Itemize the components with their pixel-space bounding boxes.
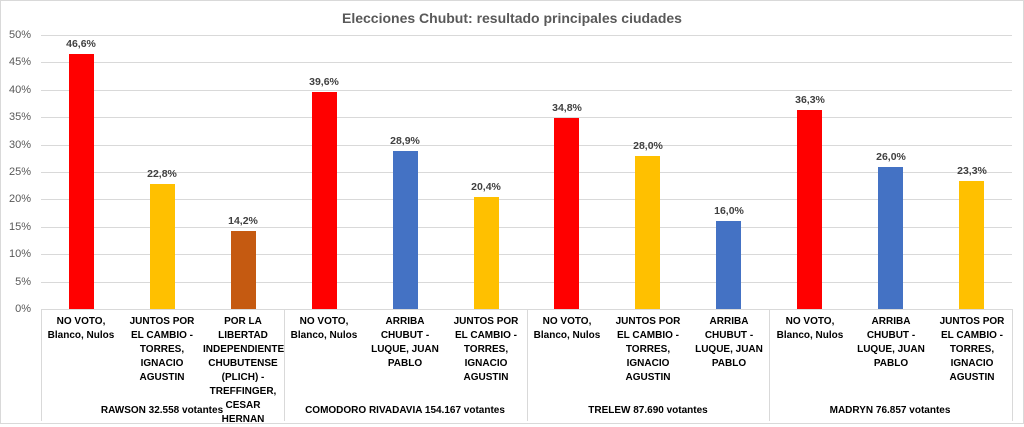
bar (69, 54, 94, 309)
chart-title: Elecciones Chubut: resultado principales… (342, 10, 682, 26)
gridline (41, 172, 1012, 173)
bar (393, 151, 418, 309)
group-divider (41, 309, 42, 421)
y-tick-label: 5% (15, 276, 31, 288)
gridline (41, 117, 1012, 118)
y-tick-label: 35% (8, 111, 31, 123)
gridline (41, 227, 1012, 228)
data-label: 46,6% (66, 38, 96, 50)
data-label: 20,4% (471, 181, 501, 193)
bar (150, 184, 175, 309)
y-tick-label: 40% (8, 84, 31, 96)
bar (231, 231, 256, 309)
gridline (41, 90, 1012, 91)
y-tick-label: 50% (8, 29, 31, 41)
y-tick-label: 25% (8, 166, 31, 178)
category-label: NO VOTO, Blanco, Nulos (776, 316, 844, 341)
data-label: 28,0% (633, 140, 663, 152)
group-label: MADRYN 76.857 votantes (829, 405, 951, 416)
category-label: JUNTOS POR EL CAMBIO - TORRES, IGNACIO A… (615, 316, 681, 383)
gridline (41, 145, 1012, 146)
group-divider (284, 309, 285, 421)
category-label: NO VOTO, Blanco, Nulos (290, 316, 358, 341)
bar (716, 221, 741, 309)
bar (878, 167, 903, 309)
gridline (41, 282, 1012, 283)
y-tick-label: 30% (8, 139, 31, 151)
category-label: ARRIBA CHUBUT - LUQUE, JUAN PABLO (371, 316, 439, 369)
gridline (41, 62, 1012, 63)
data-label: 34,8% (552, 102, 582, 114)
data-label: 22,8% (147, 168, 177, 180)
gridline (41, 35, 1012, 36)
bar (474, 197, 499, 309)
y-tick-label: 0% (15, 303, 31, 315)
y-tick-label: 15% (8, 221, 31, 233)
category-label: JUNTOS POR EL CAMBIO - TORRES, IGNACIO A… (453, 316, 519, 383)
group-divider (769, 309, 770, 421)
y-tick-label: 20% (8, 193, 31, 205)
data-label: 39,6% (309, 76, 339, 88)
data-label: 28,9% (390, 135, 420, 147)
bar (312, 92, 337, 309)
category-label: ARRIBA CHUBUT - LUQUE, JUAN PABLO (695, 316, 763, 369)
bar (635, 156, 660, 309)
category-label: JUNTOS POR EL CAMBIO - TORRES, IGNACIO A… (129, 316, 195, 383)
data-label: 23,3% (957, 165, 987, 177)
group-label: RAWSON 32.558 votantes (100, 405, 224, 416)
y-tick-label: 45% (8, 56, 31, 68)
gridline (41, 199, 1012, 200)
y-tick-label: 10% (8, 248, 31, 260)
data-label: 14,2% (228, 215, 258, 227)
category-label: ARRIBA CHUBUT - LUQUE, JUAN PABLO (857, 316, 925, 369)
bar (797, 110, 822, 309)
category-label: JUNTOS POR EL CAMBIO - TORRES, IGNACIO A… (939, 316, 1005, 383)
gridline (41, 254, 1012, 255)
group-label: TRELEW 87.690 votantes (588, 405, 708, 416)
data-label: 16,0% (714, 205, 744, 217)
data-label: 26,0% (876, 151, 906, 163)
bar (554, 118, 579, 309)
data-label: 36,3% (795, 94, 825, 106)
group-divider (1012, 309, 1013, 421)
x-axis-line (41, 309, 1012, 310)
category-label: POR LA LIBERTAD INDEPENDIENTE CHUBUTENSE… (203, 316, 285, 425)
group-label: COMODORO RIVADAVIA 154.167 votantes (305, 405, 505, 416)
group-divider (527, 309, 528, 421)
category-label: NO VOTO, Blanco, Nulos (533, 316, 601, 341)
category-label: NO VOTO, Blanco, Nulos (47, 316, 115, 341)
bar (959, 181, 984, 309)
